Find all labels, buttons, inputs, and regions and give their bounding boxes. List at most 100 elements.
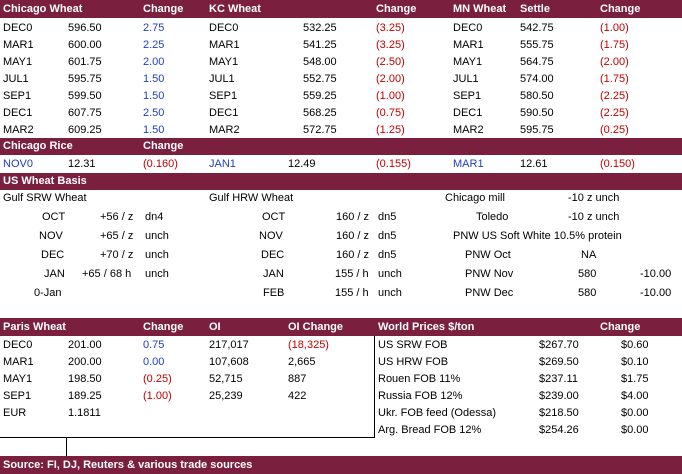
rice-change: (0.160) xyxy=(143,158,178,170)
chicago-price: 600.00 xyxy=(68,39,102,51)
paris-change-header: Change xyxy=(143,321,184,333)
chicago-price: 609.25 xyxy=(68,124,102,136)
pnw-title: PNW US Soft White 10.5% protein xyxy=(453,230,622,242)
kc-change: (3.25) xyxy=(376,22,405,34)
table-row: Arg. Bread FOB 12% $254.26 $0.00 xyxy=(0,422,682,438)
kc-month: MAR1 xyxy=(209,39,240,51)
mn-settle-header: Settle xyxy=(520,3,550,15)
world-price-value: $267.70 xyxy=(539,339,579,351)
mn-month: MAY1 xyxy=(453,56,483,68)
chicago-month: DEC1 xyxy=(3,107,33,119)
mn-settle: 580.50 xyxy=(520,90,554,102)
rice-change-header: Change xyxy=(143,140,184,152)
table-row: MAY1 198.50 (0.25) 52,715 887 xyxy=(0,371,682,387)
pnw-label: PNW Oct xyxy=(465,249,511,261)
chicago-mill-value: -10 z unch xyxy=(568,192,620,204)
eur-value: 1.1811 xyxy=(68,407,101,419)
paris-oi-change: (18,325) xyxy=(288,339,329,351)
section-divider-vertical xyxy=(374,336,375,437)
kc-change: (2.50) xyxy=(376,56,405,68)
paris-price: 201.00 xyxy=(68,339,102,351)
rice-change: (0.155) xyxy=(376,158,411,170)
mn-change: (1.75) xyxy=(600,39,629,51)
kc-month: DEC0 xyxy=(209,22,239,34)
basis-header: US Wheat Basis xyxy=(0,173,682,190)
paris-price: 189.25 xyxy=(68,390,102,402)
world-price-name: US HRW FOB xyxy=(378,356,449,368)
srw-tag: unch xyxy=(145,268,169,280)
rice-title: Chicago Rice xyxy=(3,140,73,152)
world-price-value: $218.50 xyxy=(539,407,579,419)
srw-value: +65 / 68 h xyxy=(82,268,132,280)
paris-month: SEP1 xyxy=(3,390,32,402)
srw-tag: dn4 xyxy=(145,211,164,223)
table-row: US SRW FOB $267.70 $0.60 xyxy=(0,337,682,353)
paris-oi: 107,608 xyxy=(209,356,249,368)
paris-month: MAR1 xyxy=(3,356,34,368)
chicago-change: 2.75 xyxy=(143,22,165,34)
kc-month: SEP1 xyxy=(209,90,238,102)
pnw-change: -10.00 xyxy=(640,268,672,280)
world-price-value: $269.50 xyxy=(539,356,579,368)
chicago-month: SEP1 xyxy=(3,90,32,102)
table-row: US HRW FOB $269.50 $0.10 xyxy=(0,354,682,370)
source-footer: Source: FI, DJ, Reuters & various trade … xyxy=(0,456,682,474)
source-text: Source: FI, DJ, Reuters & various trade … xyxy=(3,459,253,471)
mn-change: (2.00) xyxy=(600,56,629,68)
table-row: MAR2 609.25 1.50 MAR2 572.75 (1.25) MAR2… xyxy=(0,122,682,138)
paris-change: (1.00) xyxy=(143,390,172,402)
kc-price: 572.75 xyxy=(303,124,337,136)
hrw-tag: dn5 xyxy=(378,230,397,242)
paris-month: MAY1 xyxy=(3,373,33,385)
chicago-price: 607.75 xyxy=(68,107,102,119)
world-price-change: $0.00 xyxy=(621,424,649,436)
table-row: EUR 1.1811 xyxy=(0,405,682,421)
mn-change: (1.75) xyxy=(600,73,629,85)
kc-price: 532.25 xyxy=(303,22,337,34)
hrw-month: NOV xyxy=(259,230,283,242)
kc-wheat-header: KC Wheat xyxy=(209,3,261,15)
paris-wheat-header: Paris Wheat xyxy=(3,321,66,333)
table-row: DEC1 607.75 2.50 DEC1 568.25 (0.75) DEC1… xyxy=(0,105,682,121)
mn-settle: 590.50 xyxy=(520,107,554,119)
table-row: MAR1 200.00 0.00 107,608 2,665 xyxy=(0,354,682,370)
rice-price: 12.31 xyxy=(68,158,96,170)
srw-month: NOV xyxy=(39,230,63,242)
rice-price: 12.49 xyxy=(288,158,316,170)
rice-month: NOV0 xyxy=(3,158,33,170)
mn-settle: 574.00 xyxy=(520,73,554,85)
chicago-change: 1.50 xyxy=(143,73,165,85)
hrw-value: 155 / h xyxy=(335,287,369,299)
kc-price: 559.25 xyxy=(303,90,337,102)
rice-change: (0.150) xyxy=(600,158,635,170)
kc-change: (1.25) xyxy=(376,124,405,136)
world-prices-title: World Prices $/ton xyxy=(378,321,475,333)
mn-month: SEP1 xyxy=(453,90,482,102)
mn-change: (2.25) xyxy=(600,107,629,119)
mn-month: JUL1 xyxy=(453,73,479,85)
paris-price: 198.50 xyxy=(68,373,102,385)
pnw-change: -10.00 xyxy=(640,287,672,299)
hrw-month: FEB xyxy=(263,287,285,299)
table-row: Ukr. FOB feed (Odessa) $218.50 $0.00 xyxy=(0,405,682,421)
chicago-change: 2.25 xyxy=(143,39,165,51)
mn-settle: 542.75 xyxy=(520,22,554,34)
kc-price: 541.25 xyxy=(303,39,337,51)
hrw-value: 160 / z xyxy=(336,230,370,242)
srw-month: OCT xyxy=(42,211,66,223)
srw-tag: unch xyxy=(145,230,169,242)
world-price-change: $0.60 xyxy=(621,339,649,351)
hrw-tag: dn5 xyxy=(378,249,397,261)
srw-month: JAN xyxy=(44,268,65,280)
paris-oi-change: 2,665 xyxy=(288,356,316,368)
chicago-month: MAY1 xyxy=(3,56,33,68)
world-price-name: US SRW FOB xyxy=(378,339,448,351)
world-price-name: Russia FOB 12% xyxy=(378,390,463,402)
pnw-label: PNW Nov xyxy=(465,268,514,280)
paris-oi: 217,017 xyxy=(209,339,249,351)
paris-change: 0.00 xyxy=(143,356,165,368)
paris-oi-header: OI xyxy=(209,321,221,333)
table-row: DEC0 596.50 2.75 DEC0 532.25 (3.25) DEC0… xyxy=(0,20,682,36)
source-tick xyxy=(66,437,67,456)
world-price-value: $254.26 xyxy=(539,424,579,436)
